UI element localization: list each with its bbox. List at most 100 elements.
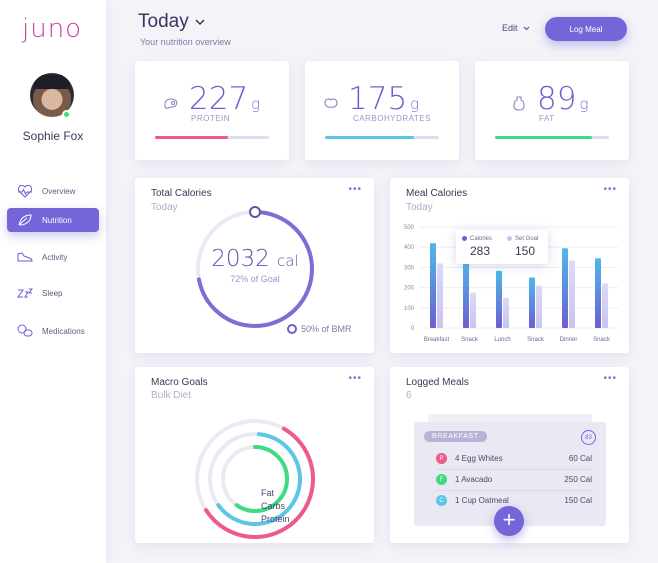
calorie-unit: cal bbox=[277, 252, 299, 270]
stacked-card-shadow bbox=[428, 414, 592, 424]
protein-progress bbox=[155, 136, 269, 139]
online-status-indicator bbox=[62, 110, 71, 119]
tooltip-set-goal: Set Goal 150 bbox=[507, 236, 538, 258]
edit-label: Edit bbox=[502, 23, 518, 33]
more-options-icon[interactable]: ••• bbox=[603, 184, 617, 195]
oil-bottle-icon bbox=[513, 96, 525, 111]
legend-protein: Protein bbox=[261, 514, 290, 524]
food-name: 1 Cup Oatmeal bbox=[455, 496, 509, 505]
sidebar-item-label: Overview bbox=[42, 186, 76, 196]
protein-ring bbox=[195, 419, 315, 539]
macro-goals-card: Macro Goals Bulk Diet ••• Fat Carbs Prot… bbox=[135, 367, 374, 543]
list-item[interactable]: P 4 Egg Whites 60 Cal bbox=[436, 453, 592, 464]
shoe-icon bbox=[16, 250, 34, 264]
goal-bar-snack[interactable] bbox=[602, 283, 608, 328]
card-title: Logged Meals bbox=[406, 377, 469, 388]
food-name: 4 Egg Whites bbox=[455, 454, 503, 463]
carbohydrates-label: CARBOHYDRATES bbox=[353, 114, 431, 123]
fat-card: 89 g FAT bbox=[475, 61, 629, 160]
x-tick-label: Dinner bbox=[560, 337, 578, 343]
macro-rings bbox=[195, 419, 315, 539]
meal-calories-chart: 0 100 200 300 400 500 Breakfast Snack Lunch Snack… bbox=[404, 225, 618, 343]
y-tick-label: 500 bbox=[404, 225, 415, 231]
goal-bar-lunch[interactable] bbox=[503, 297, 509, 328]
sidebar-item-sleep[interactable]: Sleep bbox=[7, 281, 99, 305]
avatar[interactable] bbox=[30, 73, 74, 117]
x-tick-label: Breakfast bbox=[424, 337, 450, 343]
legend-fat: Fat bbox=[261, 488, 275, 498]
fat-value: 89 g bbox=[537, 81, 589, 117]
more-options-icon[interactable]: ••• bbox=[348, 184, 362, 195]
fat-label: FAT bbox=[539, 114, 555, 123]
calories-bar-dinner[interactable] bbox=[562, 248, 568, 328]
calories-bar-lunch[interactable] bbox=[496, 270, 502, 328]
sidebar-item-overview[interactable]: Overview bbox=[7, 179, 99, 203]
meal-group-count: 83 bbox=[581, 430, 596, 445]
macro-legend: Fat Carbs Protein bbox=[261, 487, 290, 526]
pill-icon bbox=[16, 324, 34, 338]
calorie-ring bbox=[196, 206, 314, 328]
y-tick-label: 100 bbox=[404, 306, 415, 312]
sidebar-item-activity[interactable]: Activity bbox=[7, 245, 99, 269]
bmr-indicator: 50% of BMR bbox=[287, 324, 352, 334]
calories-bar-breakfast[interactable] bbox=[430, 243, 436, 328]
protein-card: 227 g PROTEIN bbox=[135, 61, 289, 160]
legend-carbs: Carbs bbox=[261, 501, 286, 511]
carbohydrates-value: 175 g bbox=[348, 81, 420, 117]
legend-swatch bbox=[462, 236, 467, 241]
fat-progress bbox=[495, 136, 609, 139]
card-title: Total Calories bbox=[151, 188, 212, 199]
more-options-icon[interactable]: ••• bbox=[348, 373, 362, 384]
food-calories: 250 Cal bbox=[564, 475, 592, 484]
goal-bar-breakfast[interactable] bbox=[437, 263, 443, 328]
page-subtitle: Your nutrition overview bbox=[140, 37, 231, 47]
calories-bar-snack[interactable] bbox=[463, 261, 469, 328]
protein-value: 227 g bbox=[189, 81, 261, 117]
y-tick-label: 0 bbox=[411, 326, 415, 332]
date-selector[interactable]: Today bbox=[138, 11, 205, 33]
goal-bar-dinner[interactable] bbox=[569, 260, 575, 328]
calories-bar-snack[interactable] bbox=[529, 277, 535, 329]
sidebar-item-medications[interactable]: Medications bbox=[7, 319, 99, 343]
sidebar-item-label: Sleep bbox=[42, 288, 63, 298]
meal-group-label: BREAKFAST bbox=[424, 431, 487, 442]
meal-count: 6 bbox=[406, 390, 412, 401]
calories-bar-snack[interactable] bbox=[595, 258, 601, 328]
list-item[interactable]: F 1 Avacado 250 Cal bbox=[436, 474, 592, 485]
meal-calories-card: Meal Calories Today ••• 0 100 200 300 400 500… bbox=[390, 178, 629, 353]
page-title: Today bbox=[138, 11, 189, 32]
app-logo[interactable]: juno bbox=[22, 14, 83, 44]
sidebar-item-nutrition[interactable]: Nutrition bbox=[7, 208, 99, 232]
user-name: Sophie Fox bbox=[22, 129, 84, 143]
more-options-icon[interactable]: ••• bbox=[603, 373, 617, 384]
sidebar-item-label: Medications bbox=[42, 326, 85, 336]
total-calories-card: Total Calories Today ••• 2032 cal 72% of… bbox=[135, 178, 374, 353]
divider bbox=[436, 490, 594, 491]
x-tick-label: Snack bbox=[527, 337, 545, 343]
y-tick-label: 300 bbox=[404, 265, 415, 271]
heart-pulse-icon bbox=[16, 184, 34, 198]
food-name: 1 Avacado bbox=[455, 475, 493, 484]
list-item[interactable]: C 1 Cup Oatmeal 150 Cal bbox=[436, 495, 592, 506]
zzz-icon bbox=[16, 286, 34, 300]
calorie-value: 2032 bbox=[211, 246, 270, 272]
card-title: Macro Goals bbox=[151, 377, 208, 388]
food-calories: 60 Cal bbox=[568, 454, 592, 463]
log-meal-button[interactable]: Log Meal bbox=[545, 17, 627, 41]
add-meal-button[interactable]: + bbox=[494, 506, 524, 536]
bread-icon bbox=[324, 98, 338, 108]
sidebar: juno Sophie Fox Overview Nutrition Activ… bbox=[0, 0, 106, 563]
chevron-down-icon bbox=[523, 26, 529, 30]
logged-meals-card: Logged Meals 6 ••• BREAKFAST 83 P 4 Egg … bbox=[390, 367, 629, 543]
food-calories: 150 Cal bbox=[564, 496, 592, 505]
goal-bar-snack[interactable] bbox=[536, 285, 542, 328]
edit-dropdown[interactable]: Edit bbox=[502, 23, 530, 33]
calorie-summary: 2032 cal 72% of Goal bbox=[195, 246, 315, 284]
bmr-text: 50% of BMR bbox=[301, 324, 352, 334]
card-subtitle: Today bbox=[151, 202, 178, 213]
goal-bar-snack[interactable] bbox=[470, 292, 476, 328]
legend-swatch bbox=[507, 236, 512, 241]
carbohydrates-progress bbox=[325, 136, 439, 139]
y-tick-label: 400 bbox=[404, 245, 415, 251]
carbs-tag-icon: C bbox=[436, 495, 447, 506]
